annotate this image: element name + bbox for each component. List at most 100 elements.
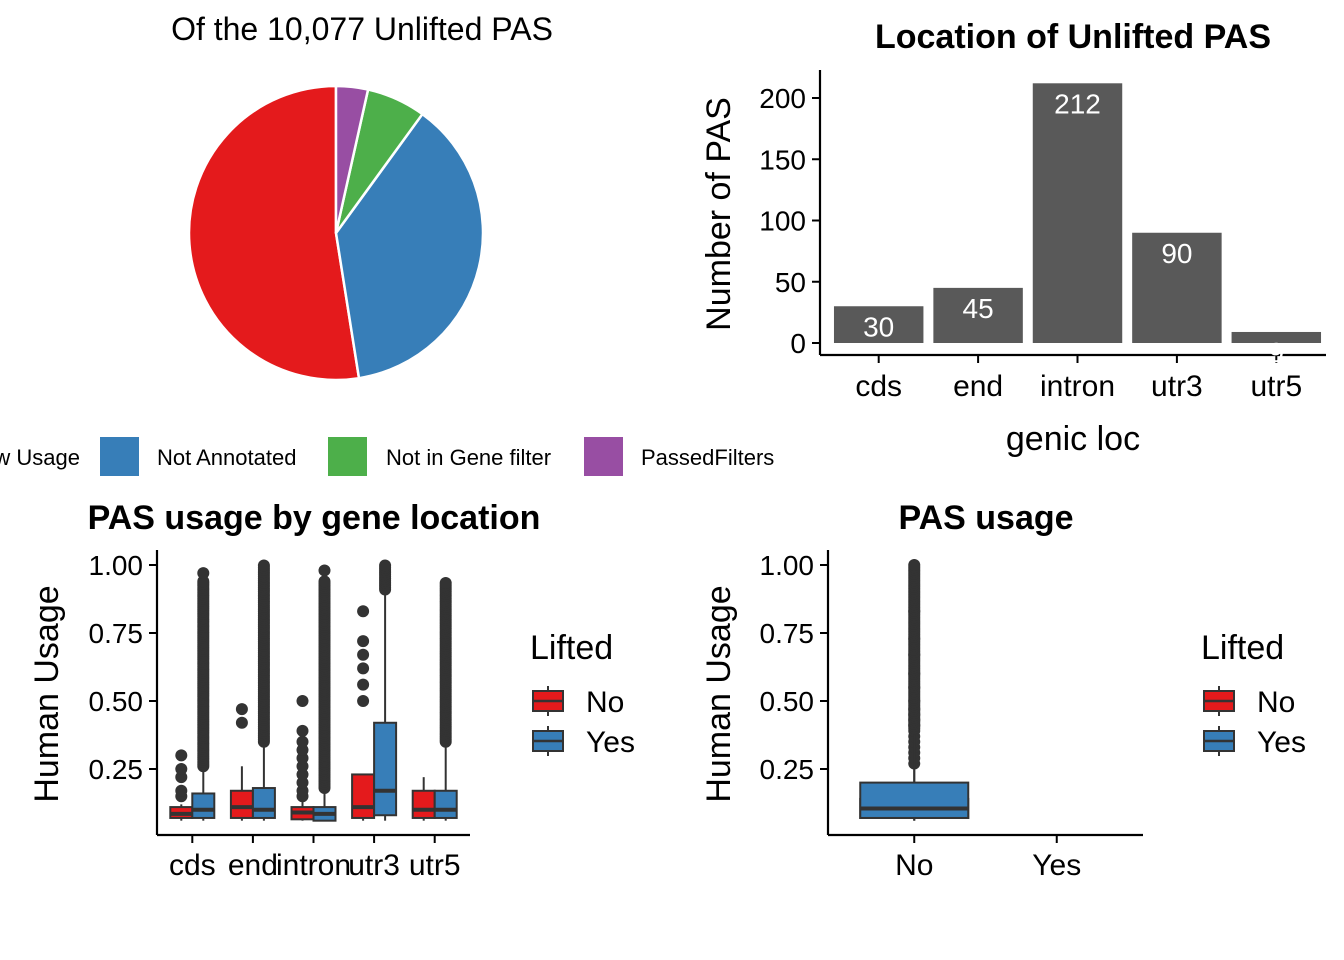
pie-legend-key-3 <box>584 437 623 476</box>
box-y-tick-label: 0.25 <box>89 754 144 785</box>
bar-x-tick-label: utr3 <box>1151 370 1203 403</box>
box2-title: PAS usage <box>898 499 1073 537</box>
box-outlier <box>175 784 188 797</box>
box-outlier <box>296 724 309 737</box>
box-outlier <box>379 559 392 572</box>
box-utr3-yes <box>373 559 398 821</box>
pie-legend-key-1 <box>100 437 139 476</box>
bar-x-tick-label: utr5 <box>1250 370 1302 403</box>
pie-legend-label-2: Not in Gene filter <box>386 445 551 470</box>
pie-legend-key-2 <box>328 437 367 476</box>
box-end-yes <box>251 559 276 821</box>
pie-title: Of the 10,077 Unlifted PAS <box>171 11 553 47</box>
box-outlier <box>197 567 210 580</box>
box-outlier <box>318 575 331 588</box>
box-iqr <box>251 787 276 819</box>
pie-slice-passedfilters <box>334 84 370 234</box>
box-cds-yes <box>191 567 216 821</box>
box-outlier <box>296 695 309 707</box>
box-outlier <box>439 576 452 589</box>
bar-data-label-utr3: 90 <box>1161 238 1192 269</box>
box-y-tick-label: 0.75 <box>760 618 815 649</box>
pie-slices <box>187 84 485 382</box>
box-outlier <box>257 559 270 572</box>
box-outlier <box>357 678 370 691</box>
box-outlier <box>318 564 331 577</box>
box-utr5-no <box>411 777 436 821</box>
box-iqr <box>433 789 458 819</box>
box-y-tick-label: 1.00 <box>760 550 815 581</box>
bar-y-tick-label: 50 <box>775 267 806 298</box>
bar-y-tick-label: 200 <box>759 83 806 114</box>
box-iqr <box>373 721 398 817</box>
bar-title: Location of Unlifted PAS <box>875 18 1271 56</box>
boxplot-by-location-panel: PAS usage by gene location Human Usage 0… <box>28 499 635 882</box>
pie-legend-label-1: Not Annotated <box>157 445 296 470</box>
box-y-tick-label: 0.50 <box>89 686 144 717</box>
box-intron-yes <box>312 564 337 822</box>
bar-x-tick-label: intron <box>1040 370 1115 403</box>
box-outlier <box>296 735 309 748</box>
box-iqr <box>859 781 970 819</box>
bar-xlabel: genic loc <box>1006 420 1140 458</box>
box-outlier <box>908 559 921 571</box>
box-iqr <box>411 789 436 819</box>
box-legend-label-yes: Yes <box>1257 726 1306 759</box>
box2-ylabel: Human Usage <box>700 585 738 802</box>
box-outlier <box>357 662 370 675</box>
bar-end <box>933 287 1023 343</box>
box-y-tick-label: 0.25 <box>760 754 815 785</box>
box-cds-no <box>169 749 194 821</box>
box-outlier <box>357 648 370 661</box>
box-y-tick-label: 1.00 <box>89 550 144 581</box>
bar-data-label-utr5: 9 <box>1269 337 1285 368</box>
pie-chart-panel: Of the 10,077 Unlifted PAS w Usage Not An… <box>0 11 774 476</box>
box2-legend: Lifted No Yes <box>1201 629 1306 759</box>
box-x-tick-label: Yes <box>1032 849 1081 882</box>
box-intron-no <box>290 695 315 821</box>
box-outlier <box>175 749 188 762</box>
bar-x-tick-label: end <box>953 370 1003 403</box>
boxplot-overall-panel: PAS usage Human Usage 0.25 0.50 0.75 1.00 No… <box>700 499 1306 882</box>
pie-legend-label-3: PassedFilters <box>641 445 774 470</box>
pie-slice-not-annotated <box>334 112 485 380</box>
box-iqr <box>351 773 376 819</box>
box-y-tick-label: 0.50 <box>760 686 815 717</box>
pie-legend: w Usage Not Annotated Not in Gene filter Pa… <box>0 437 774 476</box>
box-x-tick-label: end <box>228 849 278 882</box>
box-x-tick-label: utr3 <box>348 849 400 882</box>
box-end-no <box>229 703 254 821</box>
box-legend-title: Lifted <box>1201 629 1284 667</box>
bar-data-label-end: 45 <box>963 293 994 324</box>
bar-y-tick-label: 0 <box>790 328 806 359</box>
box-iqr <box>191 792 216 819</box>
box-x-tick-label: utr5 <box>409 849 461 882</box>
box-x-tick-label: intron <box>276 849 351 882</box>
box-No-yes <box>859 559 970 821</box>
box-outlier <box>235 716 248 729</box>
box-legend-label-no: No <box>586 686 624 719</box>
box-utr3-no <box>351 605 376 821</box>
bar-chart-panel: Location of Unlifted PAS 0 50 100 150 200 cds… <box>700 18 1326 458</box>
box-outlier <box>357 695 370 707</box>
box-utr5-yes <box>433 576 458 821</box>
box-outlier <box>235 703 248 716</box>
box-legend-label-no: No <box>1257 686 1295 719</box>
box-x-tick-label: cds <box>169 849 216 882</box>
box-outlier <box>357 605 370 618</box>
bar-intron <box>1032 83 1123 344</box>
bar-utr3 <box>1132 232 1222 343</box>
box1-title: PAS usage by gene location <box>88 499 541 537</box>
bar-data-label-cds: 30 <box>863 311 894 342</box>
bar-x-tick-label: cds <box>855 370 902 403</box>
box-legend-title: Lifted <box>530 629 613 667</box>
box2-plot-area: 0.25 0.50 0.75 1.00 No Yes <box>760 550 1143 882</box>
box-outlier <box>175 763 188 775</box>
box1-ylabel: Human Usage <box>28 585 66 802</box>
box1-legend: Lifted No Yes <box>530 629 635 759</box>
bar-plot-area: 0 50 100 150 200 cds 30 end 45 intron 212 utr3 90 utr… <box>759 70 1326 403</box>
box-y-tick-label: 0.75 <box>89 618 144 649</box>
box-iqr <box>229 789 254 819</box>
